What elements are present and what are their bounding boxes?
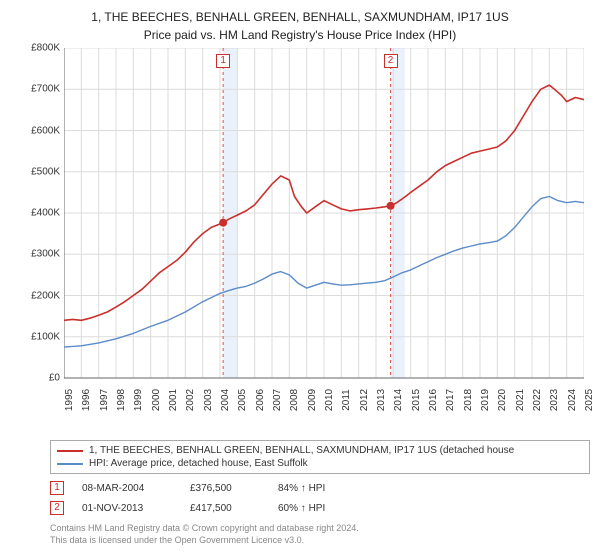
- x-axis-tick-label: 2021: [515, 389, 526, 411]
- event-row: 2 01-NOV-2013 £417,500 60% ↑ HPI: [50, 498, 590, 518]
- marker-dot: [219, 219, 227, 227]
- y-axis-tick-label: £800K: [18, 43, 60, 54]
- x-axis-tick-label: 1997: [99, 389, 110, 411]
- x-axis-tick-label: 1996: [81, 389, 92, 411]
- x-axis-tick-label: 2022: [532, 389, 543, 411]
- x-axis-tick-label: 2016: [428, 389, 439, 411]
- x-axis-tick-label: 2023: [549, 389, 560, 411]
- legend-swatch: [57, 463, 83, 465]
- chart-area: £0£100K£200K£300K£400K£500K£600K£700K£80…: [18, 48, 588, 413]
- footer-attribution: Contains HM Land Registry data © Crown c…: [50, 522, 590, 546]
- event-price: £376,500: [190, 483, 260, 494]
- x-axis-tick-label: 2006: [255, 389, 266, 411]
- x-axis-tick-label: 2013: [376, 389, 387, 411]
- x-axis-tick-label: 2012: [359, 389, 370, 411]
- x-axis-tick-label: 2008: [289, 389, 300, 411]
- x-axis-tick-label: 2005: [237, 389, 248, 411]
- chart-title-line2: Price paid vs. HM Land Registry's House …: [12, 26, 588, 48]
- x-axis-tick-label: 2002: [185, 389, 196, 411]
- y-axis-tick-label: £500K: [18, 166, 60, 177]
- x-axis-tick-label: 2011: [341, 389, 352, 411]
- legend: 1, THE BEECHES, BENHALL GREEN, BENHALL, …: [50, 440, 590, 474]
- x-axis-tick-label: 2003: [203, 389, 214, 411]
- x-axis-tick-label: 2018: [463, 389, 474, 411]
- x-axis-tick-label: 2024: [567, 389, 578, 411]
- event-date: 01-NOV-2013: [82, 503, 172, 514]
- chart-container: 1, THE BEECHES, BENHALL GREEN, BENHALL, …: [0, 0, 600, 560]
- y-axis-tick-label: £400K: [18, 208, 60, 219]
- legend-label: 1, THE BEECHES, BENHALL GREEN, BENHALL, …: [89, 445, 514, 456]
- event-marker-box: 1: [50, 481, 64, 495]
- x-axis-tick-label: 2019: [480, 389, 491, 411]
- legend-item: 1, THE BEECHES, BENHALL GREEN, BENHALL, …: [57, 444, 583, 457]
- footer-line: This data is licensed under the Open Gov…: [50, 534, 590, 546]
- x-axis-tick-label: 2009: [307, 389, 318, 411]
- y-axis-tick-label: £600K: [18, 125, 60, 136]
- legend-item: HPI: Average price, detached house, East…: [57, 457, 583, 470]
- x-axis-tick-label: 2010: [324, 389, 335, 411]
- event-hpi: 84% ↑ HPI: [278, 483, 325, 494]
- x-axis-tick-label: 2017: [445, 389, 456, 411]
- marker-dot: [387, 202, 395, 210]
- x-axis-tick-label: 2000: [151, 389, 162, 411]
- x-axis-tick-label: 1999: [133, 389, 144, 411]
- plot-svg: [64, 48, 584, 380]
- event-price: £417,500: [190, 503, 260, 514]
- x-axis-tick-label: 2020: [497, 389, 508, 411]
- event-table: 1 08-MAR-2004 £376,500 84% ↑ HPI 2 01-NO…: [50, 478, 590, 518]
- legend-label: HPI: Average price, detached house, East…: [89, 458, 308, 469]
- y-axis-tick-label: £0: [18, 373, 60, 384]
- event-row: 1 08-MAR-2004 £376,500 84% ↑ HPI: [50, 478, 590, 498]
- event-hpi: 60% ↑ HPI: [278, 503, 325, 514]
- y-axis-tick-label: £200K: [18, 290, 60, 301]
- chart-title-line1: 1, THE BEECHES, BENHALL GREEN, BENHALL, …: [12, 8, 588, 26]
- footer-line: Contains HM Land Registry data © Crown c…: [50, 522, 590, 534]
- x-axis-tick-label: 2004: [220, 389, 231, 411]
- legend-swatch: [57, 450, 83, 452]
- event-marker-box: 2: [50, 501, 64, 515]
- event-date: 08-MAR-2004: [82, 483, 172, 494]
- x-axis-tick-label: 2015: [411, 389, 422, 411]
- y-axis-tick-label: £300K: [18, 249, 60, 260]
- x-axis-tick-label: 2001: [168, 389, 179, 411]
- y-axis-tick-label: £700K: [18, 84, 60, 95]
- x-axis-tick-label: 1995: [64, 389, 75, 411]
- x-axis-tick-label: 2025: [584, 389, 595, 411]
- marker-number-box: 2: [384, 54, 398, 68]
- x-axis-tick-label: 2014: [393, 389, 404, 411]
- marker-number-box: 1: [216, 54, 230, 68]
- x-axis-tick-label: 1998: [116, 389, 127, 411]
- x-axis-tick-label: 2007: [272, 389, 283, 411]
- y-axis-tick-label: £100K: [18, 331, 60, 342]
